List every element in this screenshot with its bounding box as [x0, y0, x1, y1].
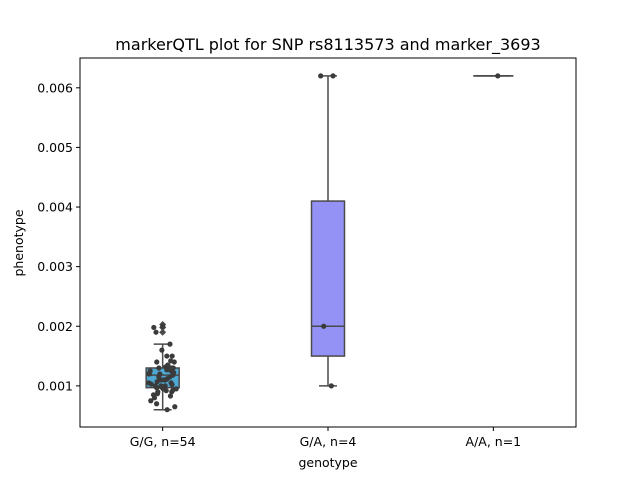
- data-point: [169, 353, 175, 359]
- outlier-marker: [159, 328, 167, 336]
- x-tick-label: A/A, n=1: [466, 434, 522, 449]
- data-point: [168, 358, 174, 364]
- y-tick-label: 0.006: [37, 80, 73, 95]
- box-group: [310, 73, 346, 389]
- y-tick-label: 0.001: [37, 378, 73, 393]
- plot-area: [145, 73, 514, 413]
- data-point: [157, 371, 163, 377]
- data-point: [164, 407, 170, 413]
- data-point: [146, 380, 152, 386]
- data-point: [153, 329, 159, 335]
- data-point: [165, 362, 171, 368]
- data-point: [330, 73, 336, 79]
- data-point: [160, 323, 166, 329]
- box-group: [473, 73, 514, 79]
- x-tick-label: G/A, n=4: [300, 434, 357, 449]
- data-point: [167, 341, 173, 347]
- x-axis-label: genotype: [298, 455, 357, 470]
- data-point: [328, 383, 334, 389]
- data-point: [148, 398, 154, 404]
- data-point: [321, 323, 327, 329]
- axes: 0.001 0.002 0.003 0.004 0.005 0.006 G/G, n=54 G…: [37, 80, 521, 449]
- data-point: [168, 365, 174, 371]
- box-group: [145, 320, 180, 413]
- data-point: [151, 324, 157, 331]
- y-tick-label: 0.002: [37, 319, 73, 334]
- data-point: [147, 368, 153, 374]
- data-point: [153, 401, 160, 407]
- data-point: [154, 359, 160, 365]
- y-tick-label: 0.005: [37, 140, 73, 155]
- y-tick-label: 0.003: [37, 259, 73, 274]
- data-point: [318, 73, 324, 79]
- data-point: [152, 383, 158, 389]
- data-point: [150, 392, 157, 398]
- data-point: [172, 404, 178, 410]
- data-point: [159, 347, 165, 353]
- data-point: [164, 353, 170, 359]
- x-tick-label: G/G, n=54: [130, 434, 196, 449]
- box-iqr: [310, 200, 346, 357]
- data-point: [158, 383, 164, 389]
- data-point: [167, 393, 174, 399]
- chart-title: markerQTL plot for SNP rs8113573 and mar…: [115, 35, 540, 55]
- y-axis-label: phenotype: [11, 209, 26, 276]
- data-point: [173, 386, 179, 392]
- data-point: [495, 73, 501, 79]
- data-point: [155, 389, 161, 395]
- data-point: [162, 383, 168, 389]
- data-point: [156, 365, 162, 371]
- data-point: [168, 380, 174, 386]
- y-tick-label: 0.004: [37, 200, 73, 215]
